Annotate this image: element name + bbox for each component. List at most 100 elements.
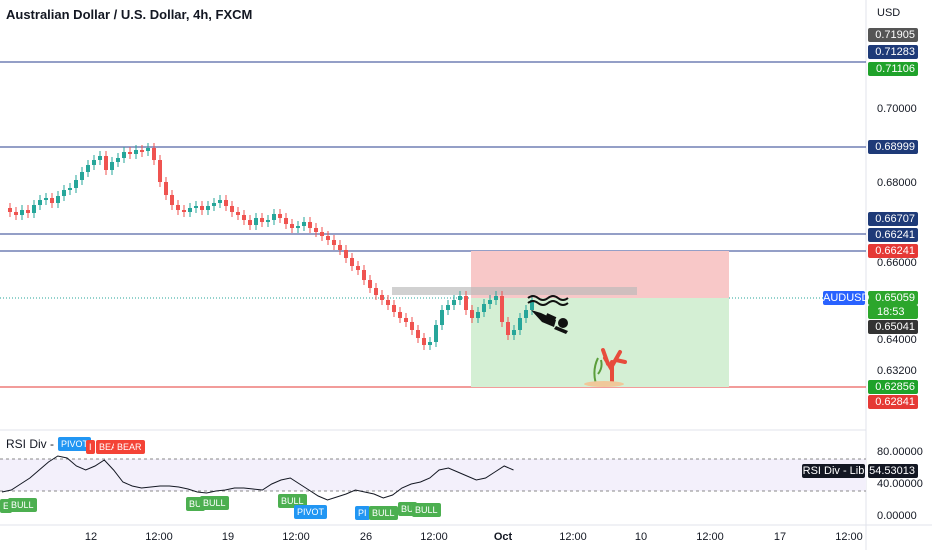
candle-body (272, 214, 276, 220)
candle-body (368, 280, 372, 288)
candle-body (98, 156, 102, 160)
candle-body (410, 322, 414, 330)
range-highlight[interactable] (392, 287, 637, 295)
candle-body (134, 150, 138, 154)
candle-body (386, 300, 390, 305)
pivot-badge: PIVOT (294, 505, 328, 519)
candle-body (50, 198, 54, 203)
candle-body (176, 205, 180, 210)
candle-body (482, 304, 486, 312)
candle-body (380, 295, 384, 300)
candle-body (38, 200, 42, 205)
rsi-tick: 80.00000 (877, 446, 923, 458)
candle-body (476, 312, 480, 318)
candle-body (314, 228, 318, 232)
candle-body (362, 270, 366, 280)
candle-body (92, 160, 96, 165)
chart-title: Australian Dollar / U.S. Dollar, 4h, FXC… (6, 7, 253, 22)
candle-body (8, 208, 12, 212)
diver-icon (531, 310, 568, 334)
candle-body (506, 322, 510, 335)
candle-body (332, 240, 336, 245)
time-tick: 17 (773, 531, 787, 543)
candle-body (416, 330, 420, 338)
candle-body (266, 220, 270, 222)
candle-body (44, 198, 48, 200)
candle-body (32, 205, 36, 213)
candle-body (248, 220, 252, 225)
candle-body (470, 310, 474, 318)
candle-body (452, 300, 456, 305)
rsi-tick: 0.00000 (877, 510, 917, 522)
candle-body (68, 188, 72, 190)
candle-body (350, 258, 354, 266)
candle-body (296, 226, 300, 228)
candle-body (116, 158, 120, 162)
time-tick: 12:00 (696, 531, 724, 543)
price-tag: 0.66707 (868, 212, 918, 226)
currency-label[interactable]: USD (877, 7, 901, 19)
rsi-line[interactable] (1, 455, 514, 501)
candle-body (524, 310, 528, 318)
price-tag: 0.65041 (868, 320, 918, 334)
candle-body (128, 152, 132, 154)
time-tick: 19 (221, 531, 235, 543)
price-tag: 0.62856 (868, 380, 918, 394)
countdown-tag: 18:53 (868, 305, 918, 319)
candle-body (344, 250, 348, 258)
candle-body (398, 312, 402, 318)
candle-body (422, 338, 426, 345)
candle-body (20, 210, 24, 215)
candle-body (278, 214, 282, 218)
rsi-tick: 40.00000 (877, 478, 923, 490)
candle-body (260, 218, 264, 222)
candle-body (122, 152, 126, 158)
time-tick: 12:00 (420, 531, 448, 543)
candle-body (140, 150, 144, 152)
candle-body (206, 206, 210, 210)
candle-body (80, 172, 84, 180)
candle-body (236, 212, 240, 215)
candle-body (74, 180, 78, 188)
candle-body (146, 148, 150, 151)
bull-badge: BU (398, 502, 417, 516)
time-tick: 12:00 (145, 531, 173, 543)
symbol-label: AUDUSD (823, 291, 870, 305)
candle-body (56, 196, 60, 203)
candle-body (152, 148, 156, 160)
candle-body (182, 210, 186, 212)
price-tick: 0.68000 (877, 177, 917, 189)
candle-body (284, 218, 288, 224)
price-tag: 0.65059 (868, 291, 918, 305)
candle-body (440, 310, 444, 325)
time-tick: 12:00 (282, 531, 310, 543)
price-tick: 0.66000 (877, 257, 917, 269)
take-profit-zone[interactable] (471, 298, 729, 387)
wave-icon (527, 295, 569, 306)
time-tick: 12:00 (559, 531, 587, 543)
bull-badge: BULL (369, 506, 398, 520)
bull-badge: BULL (278, 494, 307, 508)
candle-body (434, 325, 438, 342)
rsi-legend-tag: RSI Div - Lib (802, 464, 865, 478)
bear-badge: BEAR (114, 440, 145, 454)
bear-badge: I (86, 440, 95, 454)
candle-body (224, 200, 228, 206)
rsi-indicator-title[interactable]: RSI Div - Lib (6, 437, 74, 451)
candle-body (488, 300, 492, 304)
pivot-badge: PI (355, 506, 370, 520)
candle-body (86, 165, 90, 172)
candlestick-series[interactable] (8, 143, 534, 350)
candle-body (404, 318, 408, 322)
candle-body (392, 305, 396, 312)
candle-body (26, 210, 30, 213)
price-tick: 0.64000 (877, 334, 917, 346)
candle-body (530, 300, 534, 310)
candle-body (230, 206, 234, 212)
time-tick: 12 (84, 531, 98, 543)
candle-body (302, 222, 306, 226)
candle-body (170, 195, 174, 205)
candle-body (518, 318, 522, 330)
